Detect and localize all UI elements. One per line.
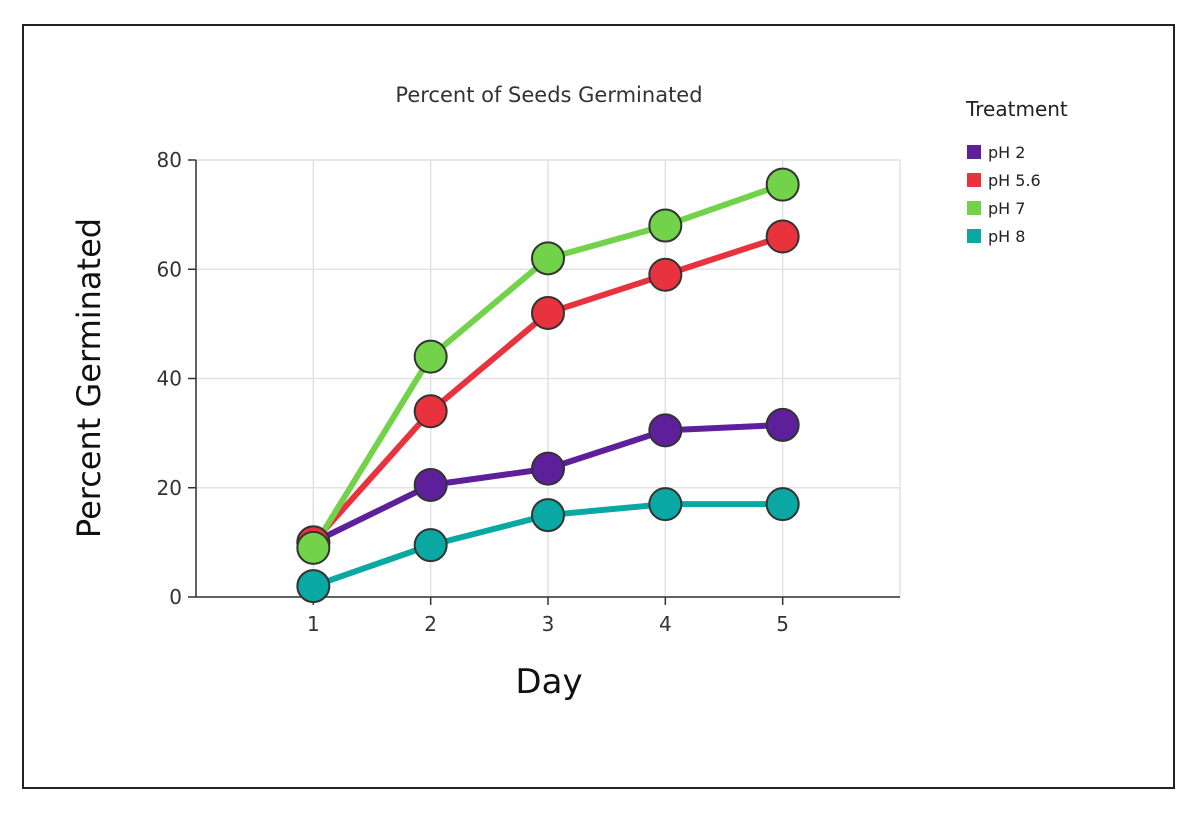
chart-title: Percent of Seeds Germinated [395, 83, 702, 107]
data-point-ph-7 [296, 530, 331, 565]
data-point-ph-8 [765, 487, 800, 522]
legend-label-ph-7: pH 7 [988, 199, 1025, 218]
legend-swatch-ph-7 [967, 201, 981, 215]
x-tick-label: 5 [776, 612, 789, 636]
data-point-ph-5-6 [648, 257, 683, 292]
y-tick-label: 0 [169, 585, 182, 609]
series-points [296, 167, 800, 604]
x-tick-label: 3 [542, 612, 555, 636]
y-tick-label: 20 [157, 476, 182, 500]
data-point-ph-5-6 [765, 219, 800, 254]
data-point-ph-5-6 [413, 394, 448, 429]
data-point-ph-7 [765, 167, 800, 202]
x-tick-label: 2 [424, 612, 437, 636]
data-point-ph-2 [648, 413, 683, 448]
data-point-ph-7 [531, 241, 565, 276]
legend-label-ph-2: pH 2 [988, 143, 1025, 162]
data-point-ph-7 [648, 208, 683, 243]
legend-title: Treatment [965, 97, 1068, 121]
data-point-ph-5-6 [531, 295, 565, 330]
legend: Treatment pH 2 pH 5.6 pH 7 pH 8 [965, 97, 1068, 246]
x-axis-title: Day [515, 662, 582, 702]
data-point-ph-2 [531, 451, 565, 486]
legend-label-ph-8: pH 8 [988, 227, 1025, 246]
legend-label-ph-5-6: pH 5.6 [988, 171, 1041, 190]
y-tick-label: 40 [157, 367, 182, 391]
legend-swatch-ph-5-6 [967, 173, 981, 187]
data-point-ph-8 [413, 528, 448, 563]
tick-labels: 0 20 40 60 80 1 2 3 4 5 [157, 148, 789, 636]
y-axis-title: Percent Germinated [70, 218, 108, 538]
data-point-ph-8 [648, 487, 683, 522]
chart-frame [22, 24, 1175, 789]
y-tick-label: 80 [157, 148, 182, 172]
data-point-ph-8 [296, 569, 331, 604]
data-point-ph-7 [413, 339, 448, 374]
data-point-ph-2 [413, 468, 448, 503]
y-tick-label: 60 [157, 257, 182, 281]
data-point-ph-2 [765, 407, 800, 442]
legend-swatch-ph-2 [967, 145, 981, 159]
x-tick-label: 1 [307, 612, 320, 636]
data-point-ph-8 [531, 498, 565, 533]
x-tick-label: 4 [659, 612, 672, 636]
legend-swatch-ph-8 [967, 229, 981, 243]
